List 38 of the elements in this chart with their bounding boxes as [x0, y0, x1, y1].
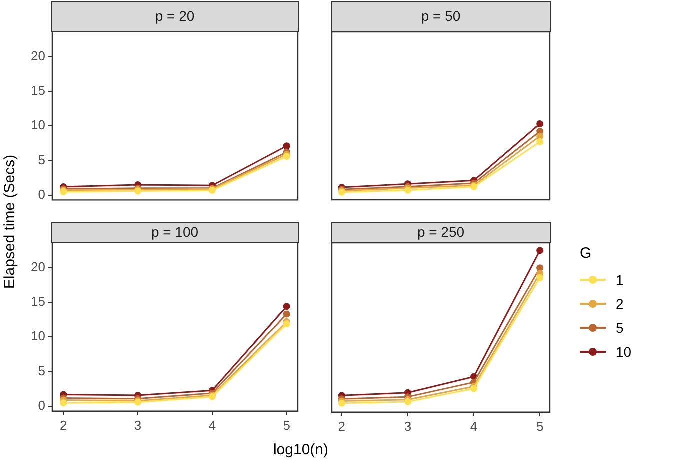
chart-title: p = 20 — [51, 1, 299, 32]
x-tick-label: 5 — [282, 418, 290, 433]
y-tick-label: 20 — [30, 260, 45, 275]
point — [60, 400, 67, 407]
legend-label: 2 — [616, 296, 624, 312]
y-tick-label: 20 — [30, 48, 45, 64]
x-tick-label: 3 — [404, 418, 412, 434]
chart-title: p = 50 — [331, 1, 551, 32]
x-tick-label: 4 — [208, 418, 216, 433]
x-tick-label: 2 — [338, 418, 346, 434]
y-tick-label: 10 — [30, 118, 45, 133]
legend-label: 5 — [616, 320, 624, 336]
legend-title: G — [580, 245, 593, 262]
x-tick-label: 3 — [134, 418, 142, 433]
point — [536, 247, 544, 254]
x-tick-label: 2 — [60, 418, 67, 433]
point — [282, 310, 290, 318]
x-tick-label: 5 — [536, 418, 544, 434]
point — [536, 120, 544, 128]
legend-label: 1 — [616, 272, 624, 288]
x-tick-label: 4 — [470, 418, 478, 434]
y-tick-label: 5 — [38, 152, 45, 168]
point — [536, 274, 544, 282]
y-axis-title: Elapsed time (Secs) — [2, 154, 18, 290]
chart-title: p = 100 — [51, 222, 299, 243]
point — [536, 138, 544, 146]
y-tick-label: 15 — [30, 294, 45, 310]
point — [282, 303, 290, 310]
point — [536, 264, 544, 272]
point — [282, 142, 290, 150]
y-tick-label: 15 — [30, 83, 45, 98]
chart-title: p = 250 — [331, 222, 551, 243]
legend-label: 10 — [616, 344, 632, 360]
x-axis-title: log10(n) — [273, 442, 329, 458]
y-tick-label: 0 — [38, 187, 45, 202]
y-tick-label: 10 — [30, 328, 45, 344]
y-tick-label: 5 — [38, 364, 45, 379]
y-tick-label: 0 — [38, 398, 45, 414]
